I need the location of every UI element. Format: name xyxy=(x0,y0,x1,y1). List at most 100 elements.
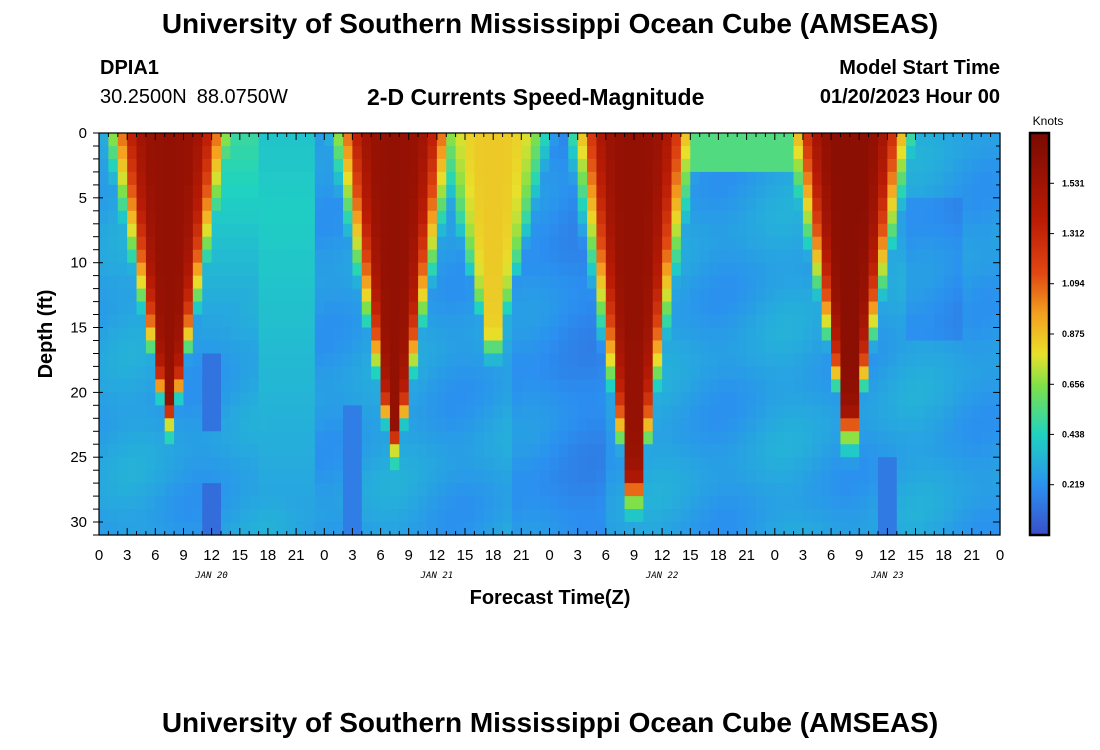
heatmap-cell xyxy=(943,171,954,186)
heatmap-cell xyxy=(718,171,729,186)
heatmap-cell xyxy=(436,249,447,264)
heatmap-cell xyxy=(671,340,682,355)
heatmap-cell xyxy=(587,236,598,251)
heatmap-cell xyxy=(99,392,109,406)
heatmap-cell xyxy=(859,431,870,445)
heatmap-cell xyxy=(953,249,964,264)
heatmap-cell xyxy=(793,288,804,303)
heatmap-cell xyxy=(558,288,569,303)
heatmap-cell xyxy=(596,171,607,186)
heatmap-cell xyxy=(211,431,222,445)
heatmap-cell xyxy=(324,171,335,186)
heatmap-cell xyxy=(343,249,354,264)
heatmap-cell xyxy=(465,483,476,497)
heatmap-cell xyxy=(802,288,813,303)
heatmap-cell xyxy=(896,171,907,186)
heatmap-cell xyxy=(784,288,795,303)
heatmap-cell xyxy=(540,301,551,316)
heatmap-cell xyxy=(174,223,185,238)
heatmap-cell xyxy=(587,210,598,225)
heatmap-cell xyxy=(859,249,870,264)
heatmap-cell xyxy=(699,457,710,471)
heatmap-cell xyxy=(202,496,213,510)
heatmap-cell xyxy=(389,197,400,212)
heatmap-cell xyxy=(230,171,241,186)
heatmap-cell xyxy=(699,133,710,147)
heatmap-cell xyxy=(380,457,391,471)
heatmap-cell xyxy=(568,366,579,380)
heatmap-cell xyxy=(990,366,1001,380)
heatmap-cell xyxy=(840,327,851,342)
heatmap-cell xyxy=(239,444,250,458)
heatmap-cell xyxy=(399,353,410,368)
heatmap-cell xyxy=(239,470,250,484)
heatmap-cell xyxy=(953,353,964,368)
heatmap-cell xyxy=(690,184,701,199)
heatmap-cell xyxy=(924,288,935,303)
heatmap-cell xyxy=(558,223,569,238)
heatmap-cell xyxy=(765,392,776,406)
heatmap-cell xyxy=(108,145,119,160)
heatmap-cell xyxy=(887,405,898,419)
heatmap-cell xyxy=(615,405,626,419)
heatmap-cell xyxy=(493,522,504,536)
station-coordinates: 30.2500N 88.0750W xyxy=(100,86,298,109)
heatmap-cell xyxy=(511,340,522,355)
heatmap-cell xyxy=(474,249,485,264)
heatmap-cell xyxy=(643,145,654,160)
heatmap-cell xyxy=(230,509,241,523)
heatmap-cell xyxy=(699,509,710,523)
heatmap-cell xyxy=(465,353,476,368)
heatmap-cell xyxy=(521,483,532,497)
heatmap-cell xyxy=(765,249,776,264)
heatmap-cell xyxy=(577,327,588,342)
heatmap-cell xyxy=(915,457,926,471)
heatmap-cell xyxy=(793,262,804,277)
heatmap-cell xyxy=(343,314,354,329)
heatmap-cell xyxy=(183,405,194,419)
heatmap-cell xyxy=(962,431,973,445)
heatmap-cell xyxy=(887,288,898,303)
x-tick-label: 6 xyxy=(151,547,159,564)
heatmap-cell xyxy=(183,340,194,355)
heatmap-cell xyxy=(483,223,494,238)
heatmap-cell xyxy=(859,457,870,471)
heatmap-cell xyxy=(540,392,551,406)
heatmap-cell xyxy=(540,483,551,497)
heatmap-cell xyxy=(840,444,851,458)
heatmap-cell xyxy=(277,197,288,212)
heatmap-cell xyxy=(221,379,231,393)
heatmap-cell xyxy=(502,133,513,147)
heatmap-cell xyxy=(831,249,842,264)
heatmap-cell xyxy=(943,288,954,303)
heatmap-cell xyxy=(774,184,785,199)
heatmap-cell xyxy=(511,457,522,471)
heatmap-cell xyxy=(587,171,598,186)
heatmap-cell xyxy=(343,236,354,251)
heatmap-cell xyxy=(718,457,729,471)
heatmap-cell xyxy=(906,184,917,199)
heatmap-cell xyxy=(427,340,438,355)
heatmap-cell xyxy=(633,457,644,471)
heatmap-cell xyxy=(924,470,935,484)
heatmap-cell xyxy=(765,379,776,393)
heatmap-cell xyxy=(352,457,363,471)
heatmap-cell xyxy=(155,288,166,303)
heatmap-cell xyxy=(155,249,166,264)
heatmap-cell xyxy=(896,288,907,303)
heatmap-cell xyxy=(953,301,964,316)
heatmap-cell xyxy=(943,340,954,355)
heatmap-cell xyxy=(849,457,860,471)
heatmap-cell xyxy=(624,184,635,199)
heatmap-cell xyxy=(868,340,879,355)
heatmap-cell xyxy=(859,133,870,147)
heatmap-cell xyxy=(249,444,260,458)
heatmap-cell xyxy=(615,210,626,225)
heatmap-cell xyxy=(990,327,1001,342)
heatmap-cell xyxy=(314,171,325,186)
heatmap-cell xyxy=(455,249,466,264)
heatmap-cell xyxy=(605,236,616,251)
heatmap-cell xyxy=(183,249,194,264)
heatmap-cell xyxy=(389,133,400,147)
heatmap-cell xyxy=(605,418,616,432)
